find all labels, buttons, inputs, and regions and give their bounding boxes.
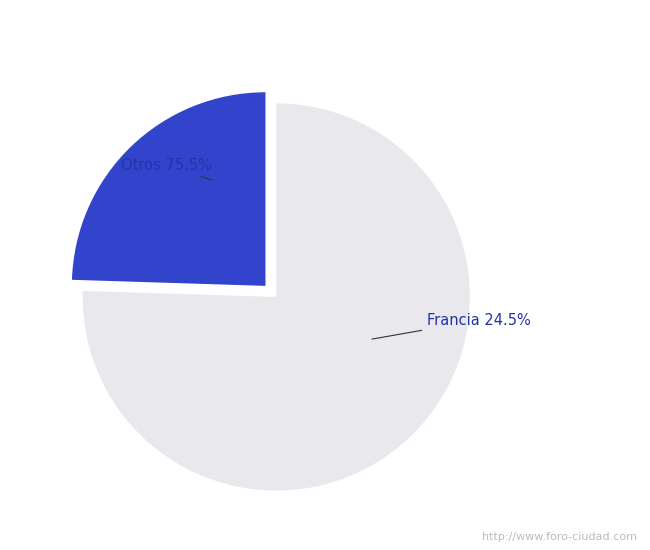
- Text: Otros 75.5%: Otros 75.5%: [122, 158, 212, 180]
- Wedge shape: [83, 103, 470, 491]
- Text: Castellgalí - Turistas extranjeros según país - Abril de 2024: Castellgalí - Turistas extranjeros según…: [47, 13, 603, 32]
- Text: http://www.foro-ciudad.com: http://www.foro-ciudad.com: [482, 532, 637, 542]
- Text: Francia 24.5%: Francia 24.5%: [372, 313, 531, 339]
- Wedge shape: [72, 92, 265, 286]
